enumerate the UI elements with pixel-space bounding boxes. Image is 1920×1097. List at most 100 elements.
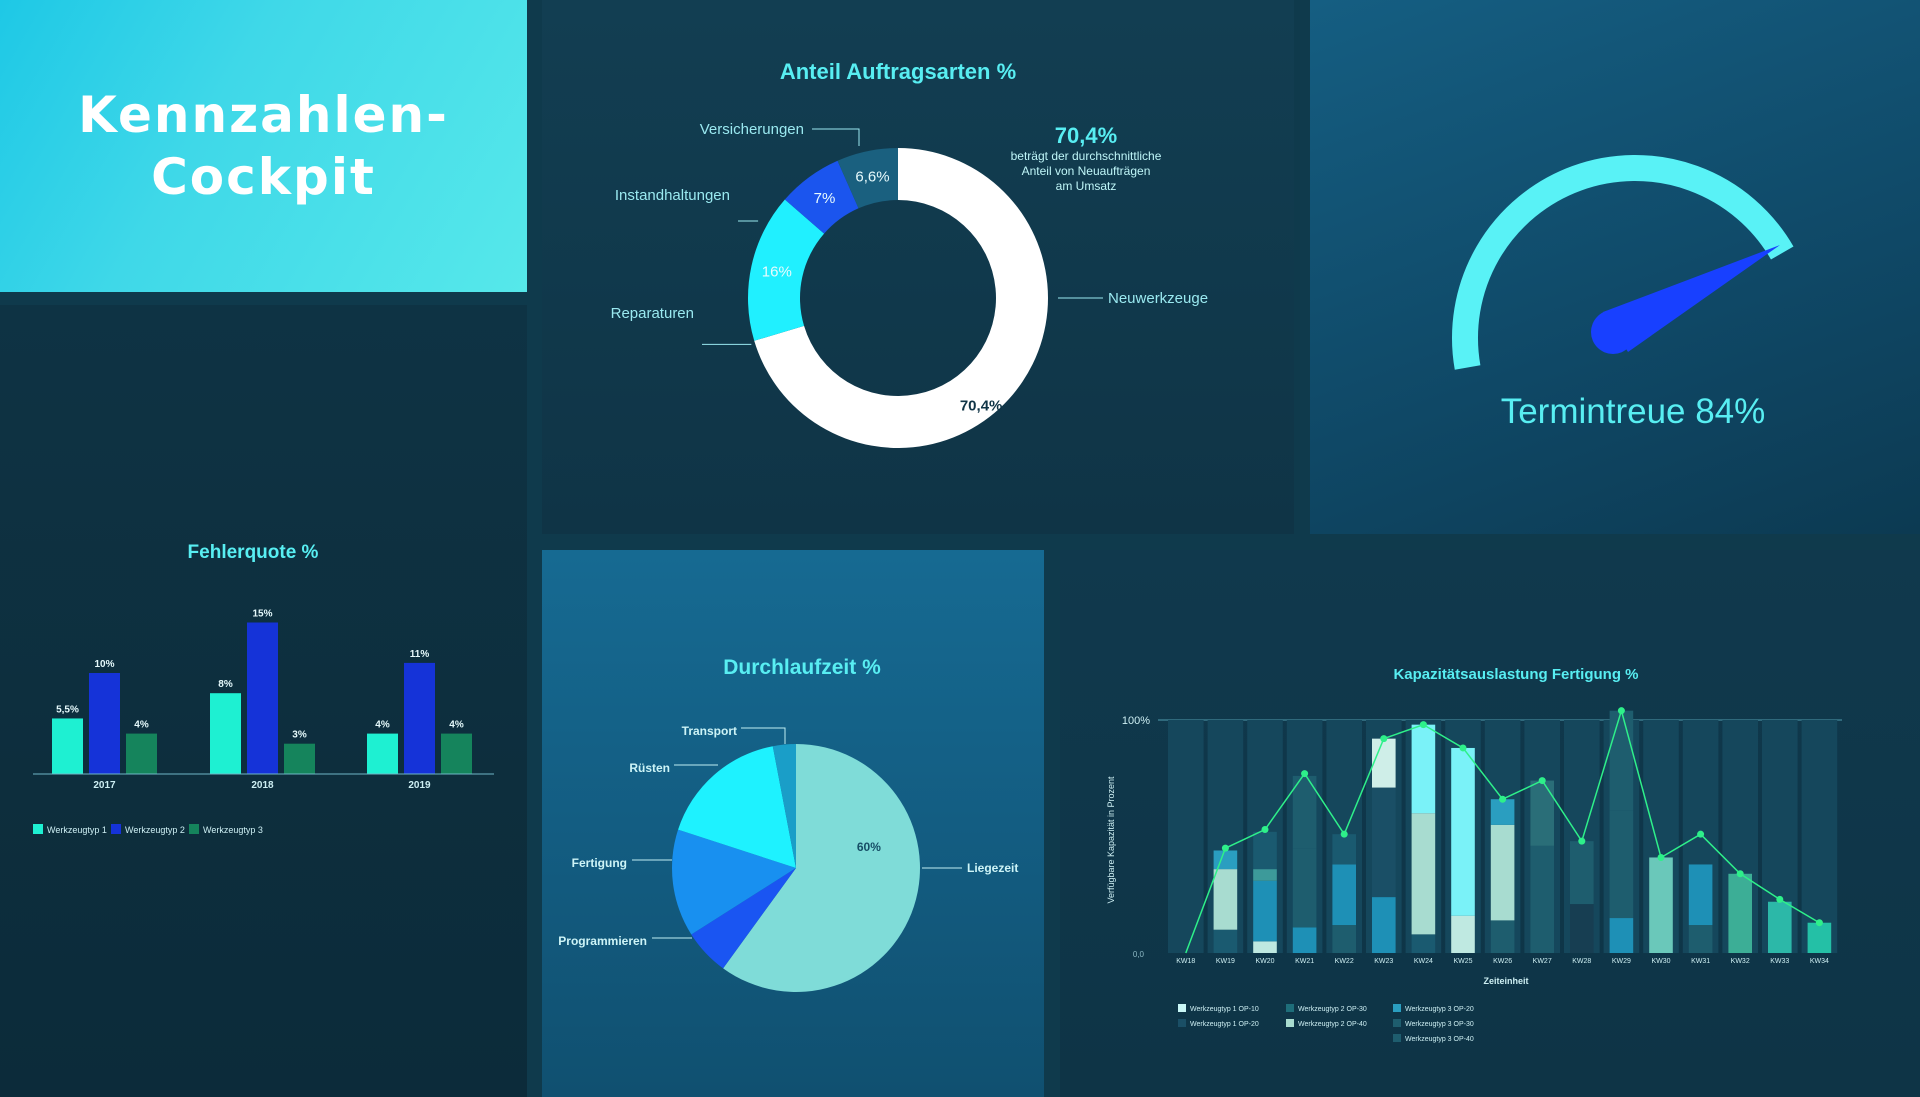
donut-leader-versicherungen	[812, 128, 860, 146]
error-bar-label-2019-werkzeugtyp-1: 4%	[375, 720, 390, 731]
capacity-tick-KW22: KW22	[1335, 958, 1354, 965]
pie-value-liegezeit: 60%	[857, 840, 881, 854]
error-category-2017: 2017	[93, 780, 116, 791]
capacity-bar-KW31-seg1	[1688, 864, 1713, 926]
capacity-xlabel: Zeiteinheit	[1483, 976, 1528, 986]
capacity-bar-KW26-seg2	[1490, 799, 1515, 825]
capacity-bar-KW29-seg0	[1609, 918, 1634, 953]
order-types-title: Anteil Auftragsarten %	[780, 59, 1016, 84]
gauge-arc	[1452, 155, 1794, 370]
capacity-legend-swatch-werkzeugtyp-1-op-20	[1178, 1019, 1186, 1027]
capacity-bar-KW29-seg1	[1609, 810, 1634, 919]
capacity-legend-swatch-werkzeugtyp-3-op-40	[1393, 1034, 1401, 1042]
donut-callout-value: 70,4%	[1055, 123, 1117, 148]
capacity-point-KW23	[1380, 735, 1388, 743]
error-category-2019: 2019	[408, 780, 431, 791]
pie-slice-transport	[772, 744, 796, 868]
capacity-bar-KW21-seg2	[1292, 775, 1317, 849]
capacity-tick-KW29: KW29	[1612, 958, 1631, 965]
donut-callout-text-2: Anteil von Neuaufträgen	[1022, 164, 1151, 178]
error-rate-title: Fehlerquote %	[188, 542, 319, 563]
error-bar-2017-werkzeugtyp-3	[126, 733, 157, 774]
error-bar-2017-werkzeugtyp-2	[89, 673, 120, 774]
capacity-point-KW31	[1697, 830, 1705, 838]
capacity-bar-KW34-seg0	[1807, 922, 1832, 953]
capacity-tick-KW33: KW33	[1770, 958, 1789, 965]
pie-label-programmieren: Programmieren	[558, 934, 647, 948]
error-bar-label-2019-werkzeugtyp-2: 11%	[410, 649, 430, 660]
capacity-point-KW26	[1499, 795, 1507, 803]
dashboard-title-line2: Cockpit	[151, 148, 376, 206]
donut-label-neuwerkzeuge: Neuwerkzeuge	[1108, 290, 1208, 307]
pie-label-liegezeit: Liegezeit	[967, 861, 1018, 875]
pie-slice-r-sten	[678, 746, 796, 868]
pie-slice-liegezeit	[723, 744, 920, 992]
capacity-legend-label-werkzeugtyp-1-op-20: Werkzeugtyp 1 OP-20	[1190, 1021, 1259, 1028]
capacity-bar-KW27-seg0	[1530, 845, 1554, 953]
capacity-bar-KW25-seg0	[1451, 915, 1475, 953]
error-bar-label-2017-werkzeugtyp-3: 4%	[134, 720, 149, 731]
capacity-tick-KW18: KW18	[1176, 958, 1195, 965]
capacity-bar-KW19-seg1	[1213, 869, 1238, 930]
capacity-bar-KW20-seg1	[1253, 880, 1277, 942]
capacity-bar-KW31-seg0	[1688, 925, 1713, 953]
donut-value-reparaturen: 16%	[762, 264, 792, 281]
capacity-bar-KW25-seg1	[1451, 747, 1475, 916]
capacity-tick-KW19: KW19	[1216, 958, 1235, 965]
capacity-bar-KW24-seg2	[1411, 724, 1436, 814]
donut-slice-reparaturen	[748, 199, 825, 341]
capacity-bar-KW23-seg1	[1372, 787, 1396, 898]
capacity-bar-KW21-seg0	[1292, 927, 1317, 953]
lead-time-title: Durchlaufzeit %	[723, 656, 881, 679]
capacity-y-bottom: 0,0	[1133, 950, 1145, 959]
capacity-point-KW29	[1617, 707, 1625, 715]
error-bar-label-2018-werkzeugtyp-2: 15%	[252, 609, 272, 620]
error-bar-2018-werkzeugtyp-3	[284, 743, 315, 774]
capacity-legend-swatch-werkzeugtyp-2-op-40	[1286, 1019, 1294, 1027]
capacity-y-top: 100%	[1122, 715, 1150, 727]
capacity-tick-KW30: KW30	[1651, 958, 1670, 965]
dashboard-title: Kennzahlen- Cockpit	[78, 84, 449, 208]
capacity-chart: Kapazitätsauslastung Fertigung % 100% 0,…	[1106, 666, 1842, 1043]
capacity-legend-label-werkzeugtyp-2-op-40: Werkzeugtyp 2 OP-40	[1298, 1021, 1367, 1028]
donut-label-instandhaltungen: Instandhaltungen	[615, 187, 730, 204]
schedule-panel: Termintreue 84%	[1310, 0, 1920, 534]
capacity-point-KW27	[1538, 777, 1546, 785]
capacity-bar-KW32-seg0	[1728, 873, 1752, 953]
capacity-point-KW19	[1221, 844, 1229, 852]
capacity-bar-KW29-seg2	[1609, 710, 1634, 811]
capacity-bar-KW23-seg2	[1372, 738, 1396, 788]
capacity-point-KW24	[1419, 721, 1427, 729]
capacity-point-KW33	[1776, 895, 1784, 903]
error-legend-swatch-werkzeugtyp-1	[33, 824, 43, 834]
capacity-legend-swatch-werkzeugtyp-3-op-30	[1393, 1019, 1401, 1027]
error-legend-swatch-werkzeugtyp-2	[111, 824, 121, 834]
error-bar-label-2017-werkzeugtyp-2: 10%	[94, 659, 114, 670]
capacity-panel: Kapazitätsauslastung Fertigung % 100% 0,…	[1060, 550, 1920, 1097]
capacity-bar-KW23-seg0	[1372, 897, 1396, 953]
error-legend-label-werkzeugtyp-1: Werkzeugtyp 1	[47, 825, 107, 835]
capacity-legend-label-werkzeugtyp-3-op-30: Werkzeugtyp 3 OP-30	[1405, 1021, 1474, 1028]
capacity-title: Kapazitätsauslastung Fertigung %	[1393, 666, 1638, 683]
capacity-tick-KW26: KW26	[1493, 958, 1512, 965]
error-bar-2017-werkzeugtyp-1	[52, 718, 83, 774]
donut-slice-instandhaltungen	[784, 160, 859, 234]
capacity-legend-label-werkzeugtyp-2-op-30: Werkzeugtyp 2 OP-30	[1298, 1006, 1367, 1013]
capacity-bar-KW26-seg0	[1490, 920, 1515, 953]
capacity-point-KW21	[1301, 770, 1309, 778]
capacity-tick-KW24: KW24	[1414, 958, 1433, 965]
capacity-point-KW25	[1459, 744, 1467, 752]
lead-time-panel: Durchlaufzeit % 60% Liegezeit Programmiere…	[542, 550, 1044, 1097]
capacity-bar-KW28-seg1	[1570, 841, 1594, 905]
capacity-point-KW34	[1815, 919, 1823, 927]
capacity-tick-KW31: KW31	[1691, 958, 1710, 965]
capacity-legend-swatch-werkzeugtyp-1-op-10	[1178, 1004, 1186, 1012]
schedule-gauge: Termintreue 84%	[1452, 155, 1794, 431]
capacity-bar-KW24-seg0	[1411, 934, 1436, 953]
capacity-column-bg-KW34	[1801, 720, 1838, 953]
donut-value-versicherungen: 6,6%	[855, 169, 889, 186]
gauge-label: Termintreue 84%	[1501, 392, 1766, 431]
lead-time-pie-chart: Durchlaufzeit % 60% Liegezeit Programmiere…	[558, 656, 1018, 992]
capacity-bar-KW27-seg1	[1530, 780, 1554, 846]
capacity-tick-KW25: KW25	[1453, 958, 1472, 965]
